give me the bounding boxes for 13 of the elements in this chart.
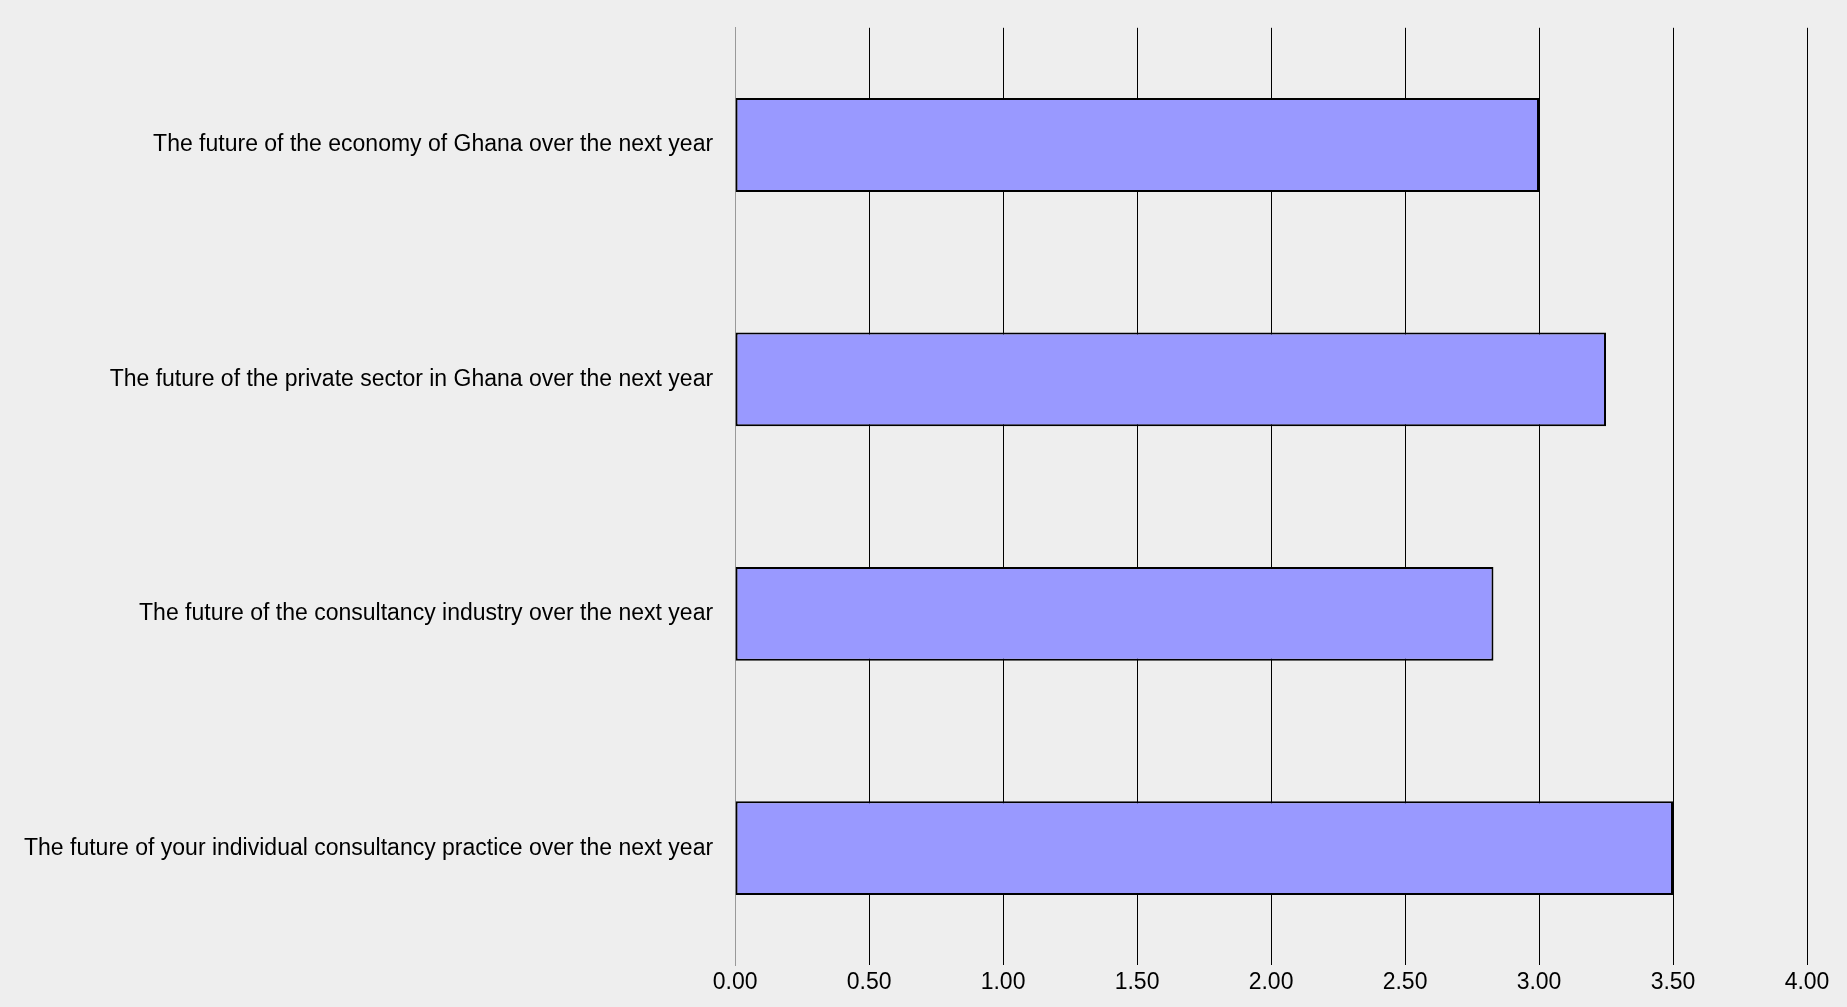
x-tick-label: 1.50 bbox=[1114, 967, 1160, 994]
x-tick-label: 0.00 bbox=[712, 967, 758, 994]
y-tick-label: The future of your individual consultancy practice over the next year bbox=[24, 833, 714, 860]
y-tick-label: The future of the economy of Ghana over the next year bbox=[153, 130, 714, 157]
x-tick-label: 3.50 bbox=[1650, 967, 1696, 994]
y-tick-label: The future of the consultancy industry over the next year bbox=[139, 599, 714, 626]
x-tick-label: 3.00 bbox=[1516, 967, 1562, 994]
x-tick-label: 1.00 bbox=[980, 967, 1026, 994]
y-tick-label: The future of the private sector in Ghana over the next year bbox=[109, 364, 714, 391]
x-tick-label: 2.00 bbox=[1248, 967, 1294, 994]
x-tick-label: 0.50 bbox=[846, 967, 892, 994]
x-tick-label: 2.50 bbox=[1382, 967, 1428, 994]
x-tick-label: 4.00 bbox=[1784, 967, 1830, 994]
